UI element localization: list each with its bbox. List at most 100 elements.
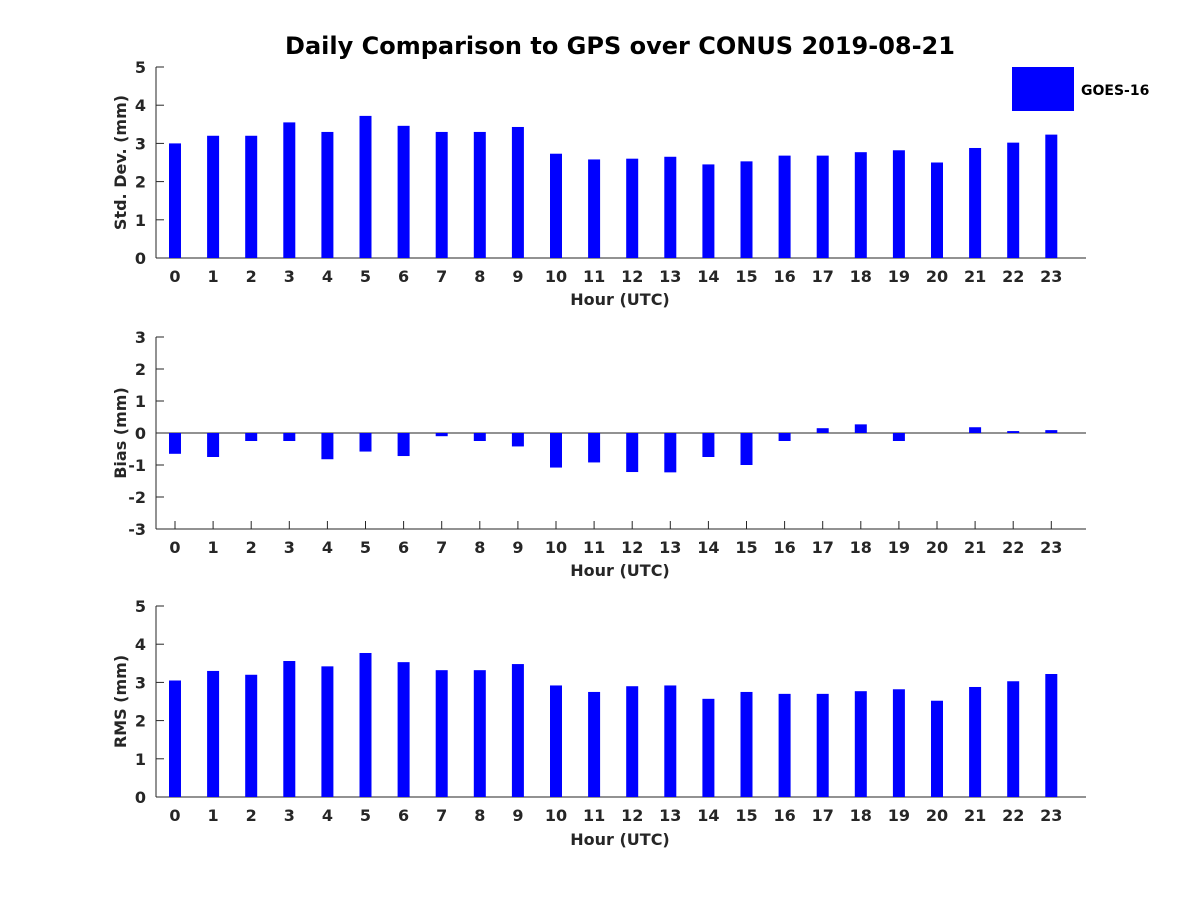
x-tick-label: 17 bbox=[812, 267, 834, 286]
x-tick-label: 21 bbox=[964, 806, 986, 825]
y-tick-label: 4 bbox=[135, 635, 146, 654]
x-tick-label: 12 bbox=[621, 806, 643, 825]
bar-hour-15 bbox=[740, 691, 753, 797]
x-tick-label: 11 bbox=[583, 538, 605, 557]
x-tick-label: 15 bbox=[735, 538, 757, 557]
x-tick-label: 7 bbox=[436, 538, 447, 557]
x-tick-label: 9 bbox=[512, 806, 523, 825]
bar-hour-11 bbox=[588, 433, 601, 463]
bar-hour-22 bbox=[1007, 431, 1020, 433]
x-tick-label: 17 bbox=[812, 538, 834, 557]
bar-hour-15 bbox=[740, 161, 753, 258]
x-tick-label: 20 bbox=[926, 267, 948, 286]
chart-title: Daily Comparison to GPS over CONUS 2019-… bbox=[285, 32, 955, 60]
x-tick-label: 2 bbox=[246, 267, 257, 286]
bar-hour-2 bbox=[245, 674, 258, 797]
bar-hour-4 bbox=[321, 666, 334, 797]
bar-hour-13 bbox=[664, 433, 677, 473]
x-tick-label: 12 bbox=[621, 538, 643, 557]
x-tick-label: 2 bbox=[246, 806, 257, 825]
x-tick-label: 4 bbox=[322, 267, 333, 286]
x-tick-label: 5 bbox=[360, 267, 371, 286]
x-tick-label: 4 bbox=[322, 538, 333, 557]
bar-hour-19 bbox=[892, 150, 905, 258]
bar-hour-3 bbox=[283, 661, 296, 797]
x-tick-label: 9 bbox=[512, 267, 523, 286]
bar-hour-18 bbox=[854, 424, 867, 433]
legend-swatch bbox=[1012, 67, 1074, 111]
x-tick-label: 16 bbox=[773, 267, 795, 286]
bar-hour-12 bbox=[626, 686, 639, 797]
bar-hour-3 bbox=[283, 433, 296, 441]
x-tick-label: 0 bbox=[169, 538, 180, 557]
bar-hour-20 bbox=[931, 700, 943, 797]
x-tick-label: 23 bbox=[1040, 806, 1062, 825]
bar-hour-14 bbox=[702, 433, 715, 457]
y-tick-label: 0 bbox=[135, 249, 146, 268]
bar-hour-18 bbox=[854, 152, 867, 258]
x-tick-label: 7 bbox=[436, 806, 447, 825]
x-axis-label: Hour (UTC) bbox=[570, 561, 670, 580]
x-tick-label: 3 bbox=[284, 806, 295, 825]
bar-hour-23 bbox=[1045, 673, 1058, 797]
bar-hour-6 bbox=[397, 125, 410, 258]
bar-hour-9 bbox=[511, 433, 524, 447]
bar-hour-12 bbox=[626, 158, 639, 258]
bar-hour-8 bbox=[473, 131, 486, 258]
x-tick-label: 15 bbox=[735, 267, 757, 286]
x-tick-label: 13 bbox=[659, 267, 681, 286]
x-tick-label: 11 bbox=[583, 806, 605, 825]
x-tick-label: 13 bbox=[659, 538, 681, 557]
x-tick-label: 19 bbox=[888, 538, 910, 557]
x-tick-label: 10 bbox=[545, 267, 567, 286]
y-tick-label: 1 bbox=[135, 750, 146, 769]
x-tick-label: 8 bbox=[474, 267, 485, 286]
bar-hour-21 bbox=[969, 147, 982, 258]
bar-hour-3 bbox=[283, 122, 296, 258]
x-tick-label: 5 bbox=[360, 538, 371, 557]
x-tick-label: 21 bbox=[964, 538, 986, 557]
x-tick-label: 5 bbox=[360, 806, 371, 825]
x-tick-label: 17 bbox=[812, 806, 834, 825]
bar-hour-15 bbox=[740, 433, 753, 465]
y-tick-label: 5 bbox=[135, 58, 146, 77]
x-tick-label: 0 bbox=[169, 806, 180, 825]
bar-hour-5 bbox=[359, 433, 372, 452]
x-tick-label: 14 bbox=[697, 806, 719, 825]
bar-hour-4 bbox=[321, 131, 334, 258]
bar-hour-19 bbox=[892, 689, 905, 797]
y-tick-label: 1 bbox=[135, 211, 146, 230]
bar-hour-1 bbox=[207, 670, 220, 797]
y-axis-label: Std. Dev. (mm) bbox=[111, 95, 130, 230]
x-axis-label: Hour (UTC) bbox=[570, 290, 670, 309]
y-tick-label: 2 bbox=[135, 712, 146, 731]
bar-hour-13 bbox=[664, 156, 677, 258]
bar-hour-11 bbox=[588, 691, 601, 797]
legend-label: GOES-16 bbox=[1081, 83, 1149, 99]
x-tick-label: 12 bbox=[621, 267, 643, 286]
bar-hour-6 bbox=[397, 662, 410, 797]
x-tick-label: 14 bbox=[697, 267, 719, 286]
x-tick-label: 3 bbox=[284, 267, 295, 286]
bar-hour-14 bbox=[702, 698, 715, 797]
bar-hour-7 bbox=[435, 131, 448, 258]
bar-hour-18 bbox=[854, 691, 867, 797]
x-tick-label: 23 bbox=[1040, 267, 1062, 286]
y-tick-label: 4 bbox=[135, 96, 146, 115]
bar-hour-23 bbox=[1045, 134, 1058, 258]
x-tick-label: 10 bbox=[545, 538, 567, 557]
bar-hour-8 bbox=[473, 433, 486, 441]
bar-hour-5 bbox=[359, 652, 372, 797]
bar-hour-1 bbox=[207, 433, 220, 457]
x-tick-label: 21 bbox=[964, 267, 986, 286]
bar-hour-19 bbox=[892, 433, 905, 441]
x-tick-label: 22 bbox=[1002, 806, 1024, 825]
x-tick-label: 10 bbox=[545, 806, 567, 825]
x-tick-label: 20 bbox=[926, 538, 948, 557]
x-tick-label: 20 bbox=[926, 806, 948, 825]
y-tick-label: 3 bbox=[135, 328, 146, 347]
